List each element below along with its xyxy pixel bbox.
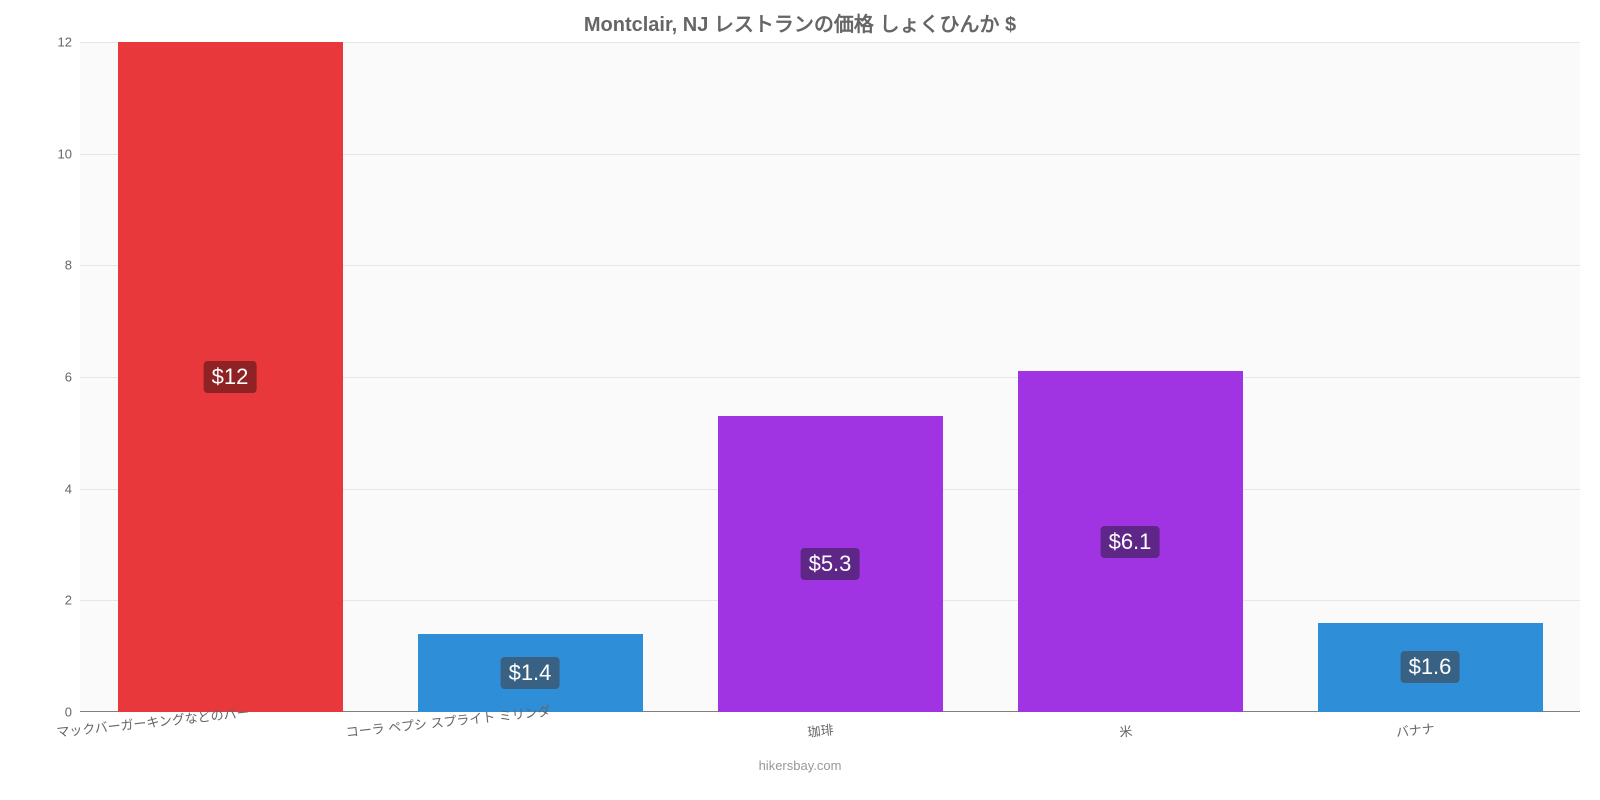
chart-title: Montclair, NJ レストランの価格 しょくひんか $ — [0, 8, 1600, 37]
value-label: $1.4 — [501, 657, 560, 689]
value-label: $12 — [204, 361, 257, 393]
x-tick-label: バナナ — [1395, 718, 1436, 741]
attribution-text: hikersbay.com — [0, 758, 1600, 773]
value-label: $6.1 — [1101, 526, 1160, 558]
value-label: $1.6 — [1401, 651, 1460, 683]
value-label: $5.3 — [801, 548, 860, 580]
chart-container: Montclair, NJ レストランの価格 しょくひんか $ 02468101… — [0, 0, 1600, 800]
plot-area: 024681012$12マックバーガーキングなどのバー$1.4コーラ ペプシ ス… — [80, 42, 1580, 712]
y-tick-label: 2 — [65, 593, 80, 608]
y-tick-label: 0 — [65, 705, 80, 720]
y-tick-label: 6 — [65, 370, 80, 385]
y-tick-label: 12 — [58, 35, 80, 50]
x-tick-label: 珈琲 — [807, 719, 835, 741]
y-tick-label: 10 — [58, 146, 80, 161]
x-tick-label: 米 — [1118, 721, 1133, 741]
y-tick-label: 8 — [65, 258, 80, 273]
y-tick-label: 4 — [65, 481, 80, 496]
